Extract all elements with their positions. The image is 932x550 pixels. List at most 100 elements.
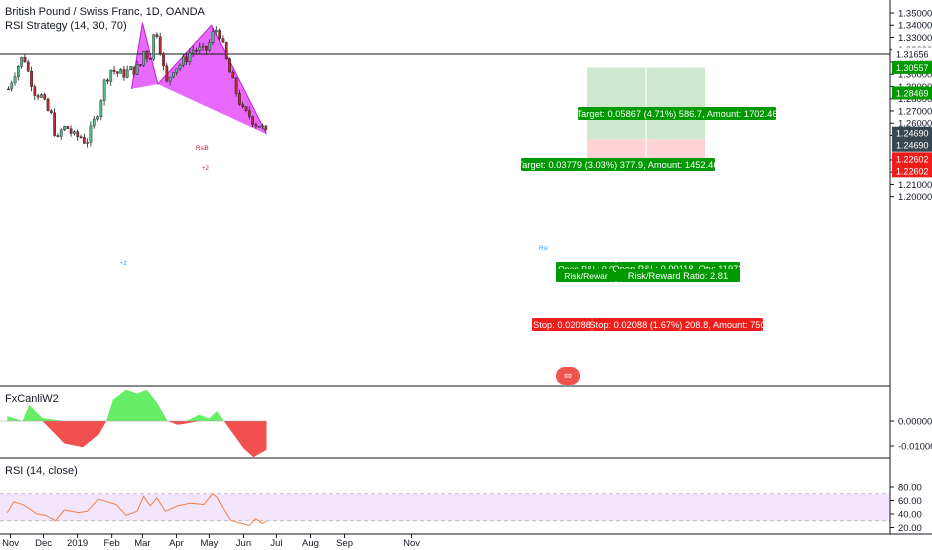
oscillator-title[interactable]: FxCanliW2 <box>5 393 59 405</box>
rsi-tick-label: 40.00 <box>898 510 922 521</box>
time-tick-label: Jun <box>236 538 251 549</box>
candle-body <box>119 69 122 74</box>
target1-price-tag-bg <box>892 60 932 74</box>
candle-body <box>10 82 14 90</box>
candle-body <box>188 52 192 62</box>
candle-body <box>69 128 73 134</box>
candle-body <box>49 110 53 113</box>
target2-price-tag: 1.28469 <box>896 88 929 98</box>
entry-price-tag-b: 1.24690 <box>896 141 929 151</box>
symbol-title[interactable]: British Pound / Swiss Franc, 1D, OANDA <box>5 6 205 18</box>
candle-body <box>135 64 139 75</box>
candle-body <box>185 56 188 62</box>
candle-body <box>129 66 132 71</box>
last-price-tag: 1.31656 <box>896 49 929 59</box>
candle-body <box>36 95 40 98</box>
open-pnl-tag-b-text: Open P&L: 0.00118, Qty: 11973 <box>613 264 744 274</box>
target-short-tag-bg <box>521 158 715 171</box>
candle-body <box>198 46 202 51</box>
candle-body <box>79 136 83 138</box>
candle-body <box>89 125 93 143</box>
price-tick-label: 1.21000 <box>898 180 932 191</box>
strategy-marker: RsiB <box>196 146 209 152</box>
candle-body <box>82 137 86 144</box>
oscillator-area <box>0 389 267 458</box>
candle-body <box>23 56 27 63</box>
entry-price-tag-a-bg <box>892 126 932 140</box>
rsi-series <box>0 493 890 527</box>
strategy-title[interactable]: RSI Strategy (14, 30, 70) <box>5 20 127 32</box>
oscillator-panel[interactable] <box>0 389 267 458</box>
candle-body <box>257 126 261 128</box>
price-tick-label: 1.34000 <box>898 21 932 32</box>
panel-separators <box>0 0 932 535</box>
oscillator-axis: 0.00000 -0.01000 <box>890 417 932 453</box>
oscillator-negative-area <box>7 421 267 458</box>
position-tags[interactable]: Target: 0.05867 (4.71%) 586.7, Amount: 1… <box>517 107 778 331</box>
candle-body <box>102 79 106 101</box>
time-tick-label: Mar <box>134 538 150 549</box>
candle-body <box>7 88 10 91</box>
candle-body <box>195 49 198 52</box>
candle-body <box>16 66 20 77</box>
target1-price-tag: 1.30557 <box>896 63 929 73</box>
candle-body <box>96 116 99 120</box>
rsi-line <box>6 493 267 527</box>
candle-body <box>254 124 258 127</box>
candle-body <box>20 56 23 67</box>
price-axis-tags: 1.31656 1.30557 1.28469 1.24690 1.24690 1.226… <box>892 47 932 178</box>
candle-body <box>231 71 235 79</box>
strategy-marker: +2 <box>202 166 210 172</box>
candle-body <box>76 131 80 137</box>
candle-body <box>33 86 37 96</box>
candle-body <box>106 79 109 82</box>
price-tick-label: 1.33000 <box>898 33 932 44</box>
candle-body <box>244 106 248 111</box>
time-axis[interactable]: NovDec2019FebMarAprMayJunJulAugSepOctNov <box>0 534 420 549</box>
target-long-tag: Target: 0.05867 (4.71%) 586.7, Amount: 1… <box>576 107 778 120</box>
candle-body <box>205 45 208 51</box>
target-short-tag: Target: 0.03779 (3.03%) 377.9, Amount: 1… <box>517 158 719 171</box>
candle-body <box>218 30 221 39</box>
oscillator-tick-label: 0.00000 <box>898 417 932 428</box>
risk-reward-tag-a: Risk/Rewar <box>556 269 616 282</box>
candle-body <box>208 42 212 51</box>
tradingview-badge-icon[interactable]: ∞ <box>556 367 580 385</box>
entry-price-tag-b-bg <box>892 138 932 152</box>
target-long-tag-text: Target: 0.05867 (4.71%) 586.7, Amount: 1… <box>576 109 777 119</box>
price-tick-label: 1.28000 <box>898 94 932 105</box>
time-tick-label: Jul <box>270 538 282 549</box>
candle-body <box>132 66 136 75</box>
candle-body <box>86 141 89 144</box>
candle-body <box>26 61 30 72</box>
rsi-title[interactable]: RSI (14, close) <box>5 465 78 477</box>
stop-tag-b-bg <box>592 318 763 331</box>
candle-body <box>251 116 254 125</box>
candle-body <box>148 58 152 60</box>
main-price-panel[interactable]: +2 RsiB +2 Rsi Target: 0.05867 (4.71%) 586.… <box>0 22 890 331</box>
candle-body <box>168 76 172 82</box>
time-tick-label: May <box>200 538 218 549</box>
rsi-axis: 80.00 60.00 40.00 20.00 <box>890 483 922 534</box>
risk-reward-tag-b: Risk/Reward Ratio: 2.81 <box>616 269 740 282</box>
time-tick-label: Sep <box>336 538 353 549</box>
candle-body <box>73 131 76 134</box>
time-tick-label: Feb <box>103 538 119 549</box>
price-tick-label: 1.30000 <box>898 70 932 81</box>
candle-body <box>63 126 66 131</box>
target-short-tag-text: Target: 0.03779 (3.03%) 377.9, Amount: 1… <box>517 160 718 170</box>
candle-body <box>264 125 268 130</box>
rsi-panel[interactable] <box>0 493 890 527</box>
candlestick-series <box>7 26 268 148</box>
position-zones <box>587 67 705 165</box>
candle-body <box>122 69 126 78</box>
candle-body <box>211 31 215 43</box>
candle-body <box>165 65 169 82</box>
stop-tag-a-text: Stop: 0.02088 <box>533 320 591 330</box>
risk-reward-tag-b-bg <box>616 269 740 282</box>
time-tick-label: Nov <box>403 538 420 549</box>
candle-body <box>247 110 251 117</box>
candle-body <box>13 76 17 84</box>
stop-price-tag-a: 1.22602 <box>896 154 929 164</box>
